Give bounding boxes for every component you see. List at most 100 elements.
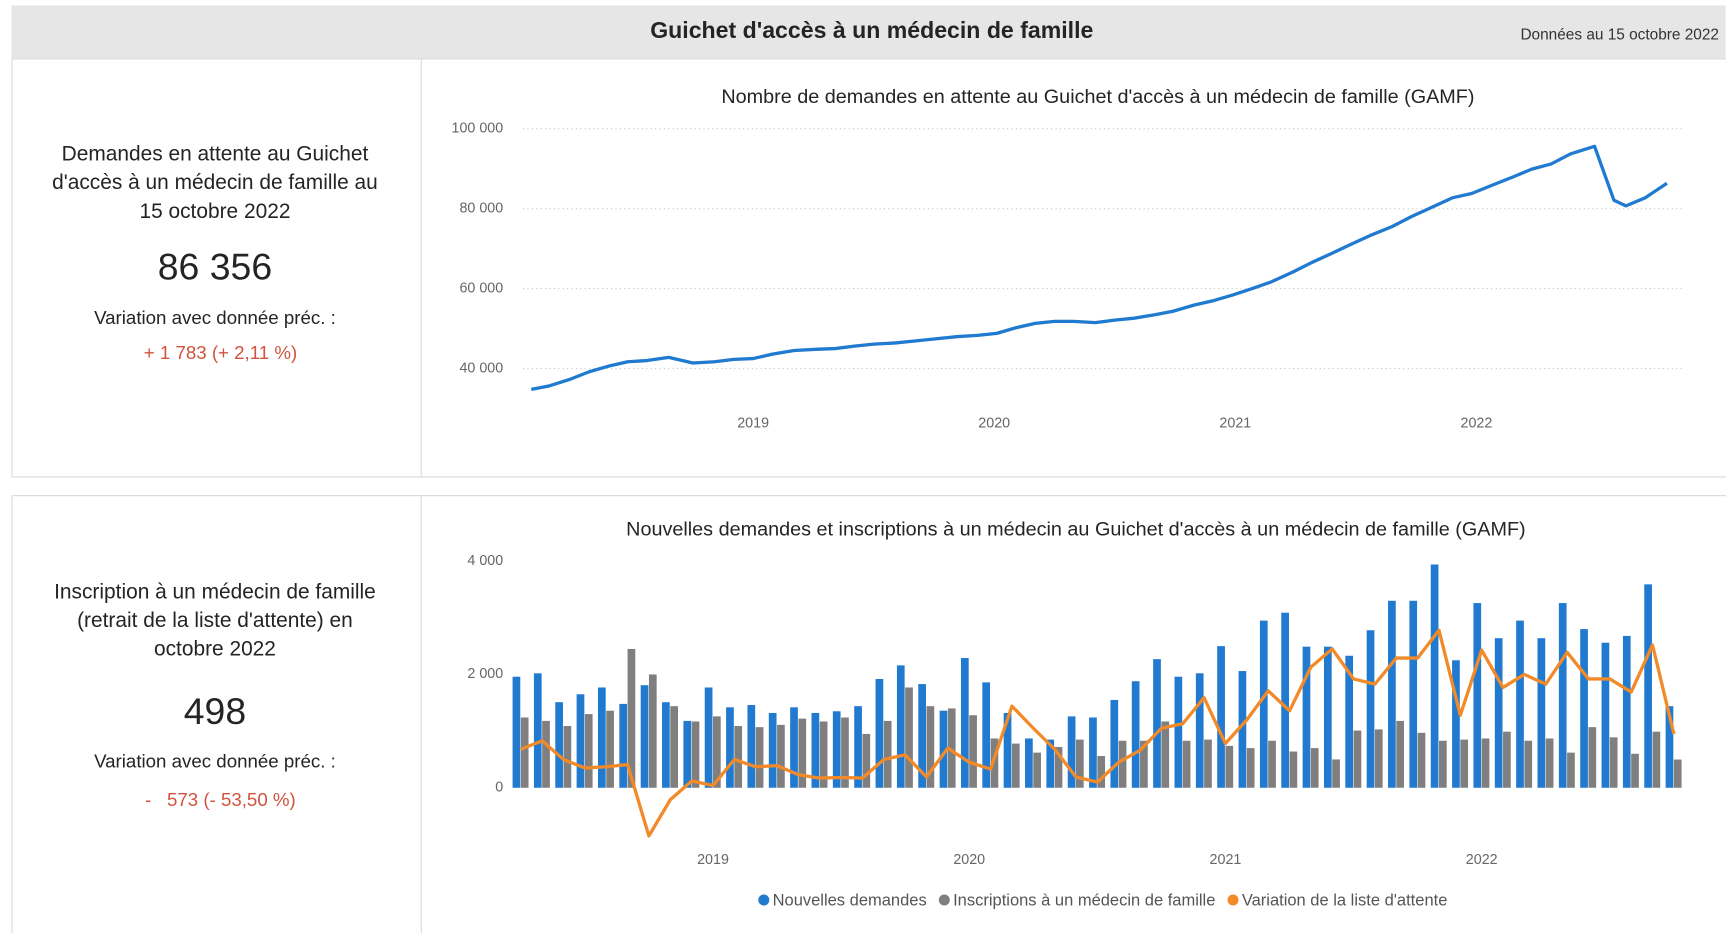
bar — [939, 710, 948, 788]
x-tick-label: 2020 — [978, 415, 1010, 431]
bar — [926, 706, 935, 788]
header-title: Guichet d'accès à un médecin de famille — [650, 17, 1093, 43]
bar — [1246, 748, 1255, 788]
bar — [619, 703, 628, 788]
x-tick-label: 2021 — [1219, 415, 1251, 431]
x-tick-label: 2019 — [697, 852, 729, 868]
bar — [790, 707, 798, 788]
card-title: (retrait de la liste d'attente) en — [77, 609, 353, 632]
bar — [1033, 752, 1041, 788]
bar — [1046, 739, 1055, 788]
card-title: Inscription à un médecin de famille — [54, 581, 376, 604]
y-tick-label: 100 000 — [452, 121, 504, 137]
bar — [819, 721, 828, 788]
card-label: Variation avec donnée préc. : — [94, 307, 336, 328]
bar — [1567, 752, 1575, 788]
bar — [1153, 659, 1161, 788]
bar — [606, 710, 614, 788]
bar — [1075, 739, 1084, 788]
bar — [1310, 748, 1319, 788]
y-tick-label: 2 000 — [467, 666, 503, 682]
legend-marker — [1227, 894, 1239, 906]
panel — [11, 495, 1726, 933]
legend-label: Variation de la liste d'attente — [1242, 891, 1448, 909]
bar — [1011, 743, 1020, 788]
chart-title: Nouvelles demandes et inscriptions à un … — [626, 519, 1525, 541]
x-tick-label: 2022 — [1461, 415, 1493, 431]
y-tick-label: 4 000 — [467, 553, 503, 569]
date-note: Données au 15 octobre 2022 — [1520, 26, 1719, 43]
card-value: 86 356 — [158, 245, 272, 287]
header-band — [11, 5, 1726, 59]
bar — [777, 724, 785, 788]
bar — [576, 694, 585, 788]
bar — [1537, 638, 1546, 788]
bar — [1345, 655, 1354, 788]
bar — [1110, 699, 1119, 788]
bar — [1631, 753, 1639, 788]
bar — [1588, 727, 1597, 788]
bar — [960, 658, 969, 788]
bar — [1140, 740, 1148, 788]
bar — [1089, 717, 1097, 788]
bar — [734, 726, 743, 788]
bar — [704, 687, 713, 788]
card-title: 15 octobre 2022 — [139, 200, 290, 223]
bar — [1396, 720, 1404, 788]
bar — [1388, 600, 1396, 788]
bar — [1417, 732, 1426, 788]
bar — [1067, 716, 1076, 788]
x-tick-label: 2022 — [1466, 852, 1498, 868]
chart-title: Nombre de demandes en attente au Guichet… — [721, 86, 1474, 108]
y-tick-label: 40 000 — [459, 360, 503, 376]
bar — [1601, 642, 1610, 788]
bar — [1302, 646, 1311, 788]
bar — [640, 685, 649, 788]
x-tick-label: 2020 — [953, 852, 985, 868]
bar — [862, 733, 871, 788]
bar — [1323, 646, 1332, 788]
y-tick-label: 0 — [495, 780, 503, 796]
bar — [1460, 739, 1469, 788]
bar — [1174, 676, 1183, 788]
bar — [1182, 740, 1191, 788]
panel — [11, 58, 1726, 478]
bar — [1430, 564, 1439, 788]
card-title: Demandes en attente au Guichet — [62, 143, 369, 166]
y-tick-label: 60 000 — [459, 280, 503, 296]
bar — [747, 705, 756, 788]
bar — [1481, 738, 1490, 788]
legend-marker — [938, 894, 950, 906]
bar — [691, 721, 700, 788]
bar — [1438, 740, 1447, 788]
bar — [854, 706, 862, 788]
bar — [1452, 660, 1460, 788]
bar — [883, 720, 892, 788]
bar — [597, 687, 606, 788]
bar — [1545, 738, 1554, 788]
card-value: 498 — [184, 690, 246, 732]
bar — [662, 702, 670, 788]
bar — [533, 673, 542, 788]
bar — [1204, 739, 1212, 788]
bar — [520, 717, 529, 788]
bar — [713, 716, 721, 788]
bar — [1118, 740, 1127, 788]
bar — [798, 718, 807, 788]
bar — [1003, 712, 1012, 788]
bar — [947, 708, 956, 788]
bar — [841, 717, 849, 788]
legend-marker — [758, 894, 770, 906]
bar — [755, 727, 764, 788]
bar — [905, 687, 913, 788]
bar — [1054, 746, 1063, 788]
bar — [563, 726, 572, 788]
bar — [768, 712, 777, 788]
bar — [918, 684, 926, 788]
bar — [969, 715, 977, 788]
bar — [1025, 738, 1033, 788]
bar — [683, 720, 692, 788]
bar — [1409, 600, 1418, 788]
bar — [1516, 620, 1524, 788]
